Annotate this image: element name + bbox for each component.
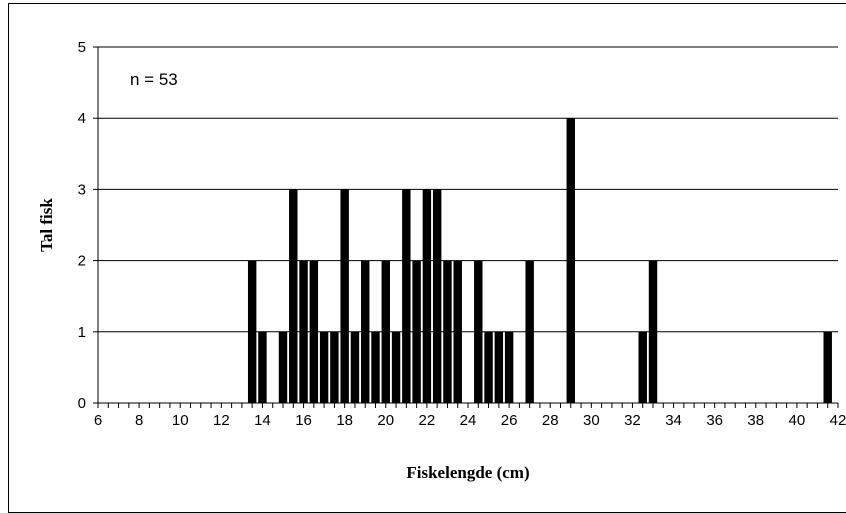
y-axis-title: Tal fisk [37,198,56,252]
bar [504,331,514,403]
bar [330,331,339,403]
x-tick-label: 42 [830,412,846,429]
bar [474,260,483,403]
x-tick-label: 6 [94,412,102,429]
x-tick-label: 22 [419,412,436,429]
bar [258,331,267,403]
bar [648,260,658,403]
bar [422,189,432,403]
axes [97,47,838,404]
bar [453,260,462,403]
y-tick-label: 1 [78,324,86,341]
y-tick-label: 2 [78,253,86,270]
bar [566,118,575,403]
x-tick-label: 16 [295,412,312,429]
bars [247,118,832,403]
x-tick-label: 8 [135,412,143,429]
bar [361,260,370,403]
bar [299,260,308,403]
bar [443,260,452,403]
x-tick-label: 36 [706,412,723,429]
x-tick-label: 12 [213,412,230,429]
y-tick-label: 0 [78,395,86,412]
bar [391,331,401,403]
x-tick-label: 14 [254,412,271,429]
gridlines [98,46,838,333]
bar [340,189,349,403]
bar [289,189,298,403]
bar [319,331,329,403]
bar [484,331,493,403]
bar [247,260,257,403]
bar [278,331,288,403]
x-tick-label: 10 [172,412,189,429]
bar [432,189,442,403]
x-tick-label: 40 [789,412,806,429]
bar [823,331,832,403]
y-tick-label: 3 [78,181,86,198]
sample-size-annotation: n = 53 [130,70,178,89]
bar [494,331,504,403]
bar [309,260,319,403]
x-tick-label: 18 [336,412,353,429]
bar [412,260,421,403]
bar [525,260,534,403]
x-tick-label: 30 [583,412,600,429]
bar [371,331,380,403]
y-tick-label: 5 [78,39,86,56]
x-tick-label: 24 [460,412,477,429]
x-tick-label: 28 [542,412,559,429]
bar [381,260,390,403]
y-tick-label: 4 [78,110,86,127]
bar [402,189,411,403]
x-tick-label: 26 [501,412,518,429]
x-tick-label: 38 [747,412,764,429]
bar [638,331,647,403]
x-tick-label: 32 [624,412,641,429]
x-tick-label: 34 [665,412,682,429]
bar [350,331,360,403]
x-tick-label: 20 [377,412,394,429]
x-axis-title: Fiskelengde (cm) [406,463,529,482]
